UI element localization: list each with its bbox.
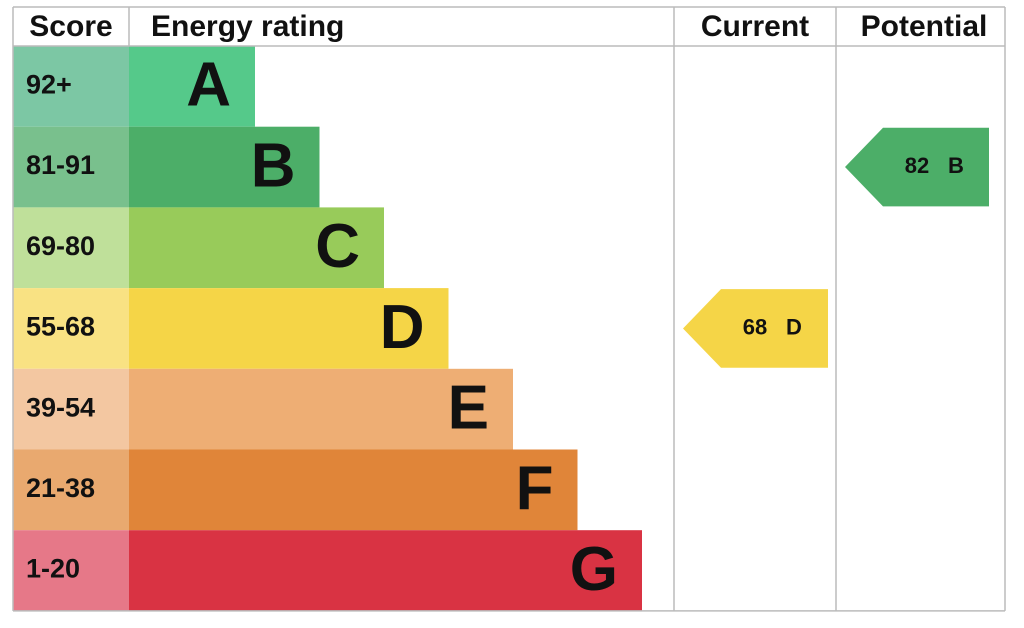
- score-label: 81-91: [26, 150, 95, 180]
- rating-letter: B: [251, 131, 296, 200]
- score-cell: [13, 46, 129, 127]
- header-potential: Potential: [861, 10, 988, 43]
- header-rating: Energy rating: [151, 10, 344, 43]
- score-cell: [13, 288, 129, 369]
- rating-bar: [129, 46, 255, 127]
- score-label: 55-68: [26, 312, 95, 342]
- rating-letter: D: [380, 293, 425, 362]
- score-cell: [13, 368, 129, 450]
- score-cell: [13, 449, 129, 531]
- rating-letter: F: [516, 454, 554, 523]
- rating-letter: G: [570, 535, 618, 604]
- score-label: 69-80: [26, 231, 95, 261]
- score-cell: [13, 530, 129, 611]
- score-label: 21-38: [26, 473, 95, 503]
- potential-arrow: [845, 127, 989, 207]
- rating-bar: [129, 368, 513, 450]
- score-cell: [13, 126, 129, 208]
- rating-bar: [129, 288, 449, 369]
- rating-letter: C: [315, 212, 360, 281]
- potential-value: 82: [905, 153, 929, 178]
- header-score: Score: [29, 10, 112, 43]
- score-label: 92+: [26, 69, 72, 99]
- rating-letter: A: [186, 51, 231, 120]
- header-current: Current: [701, 10, 809, 43]
- current-value: 68: [743, 314, 767, 339]
- score-cell: [13, 207, 129, 289]
- rating-bar: [129, 126, 320, 208]
- rating-bar: [129, 207, 384, 289]
- rating-letter: E: [448, 374, 489, 443]
- score-label: 1-20: [26, 554, 80, 584]
- rating-bar: [129, 530, 642, 611]
- score-label: 39-54: [26, 392, 95, 422]
- current-arrow: [683, 289, 828, 368]
- potential-letter: B: [948, 153, 964, 178]
- current-letter: D: [786, 314, 802, 339]
- rating-bar: [129, 449, 578, 531]
